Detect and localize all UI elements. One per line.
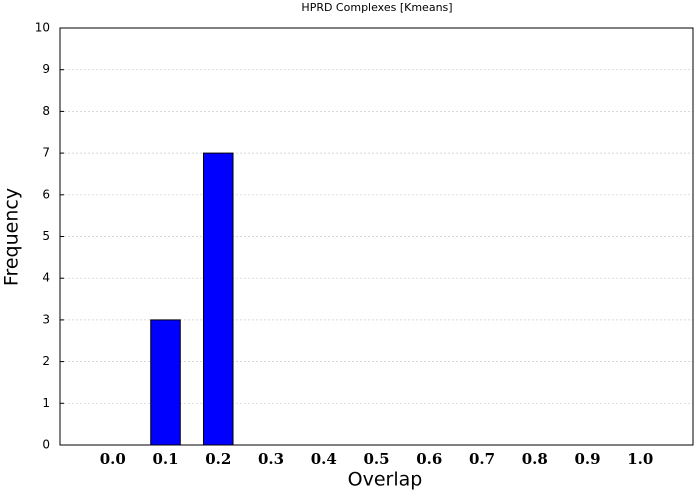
bar xyxy=(150,319,181,446)
y-tick-label: 3 xyxy=(42,312,50,326)
y-tick-label: 2 xyxy=(42,354,50,368)
y-tick-label: 5 xyxy=(42,229,50,243)
x-tick-label: 0.5 xyxy=(363,450,389,468)
x-tick-label: 0.1 xyxy=(152,450,178,468)
y-tick-label: 8 xyxy=(42,104,50,118)
x-tick-label: 0.7 xyxy=(469,450,495,468)
y-tick-label: 9 xyxy=(42,62,50,76)
bar xyxy=(202,152,234,446)
chart-title: HPRD Complexes [Kmeans] xyxy=(301,1,452,14)
y-axis-label: Frequency xyxy=(1,188,23,286)
y-tick-label: 7 xyxy=(42,146,50,160)
y-tick-label: 4 xyxy=(42,271,50,285)
y-tick-label: 6 xyxy=(42,187,50,201)
x-tick-label: 0.9 xyxy=(574,450,600,468)
x-tick-label: 0.6 xyxy=(416,450,442,468)
x-tick-label: 0.4 xyxy=(311,450,337,468)
x-tick-label: 0.2 xyxy=(205,450,231,468)
plot-frame xyxy=(59,27,694,446)
y-tick-label: 0 xyxy=(42,438,50,452)
y-tick-label: 1 xyxy=(42,396,50,410)
y-tick-label: 10 xyxy=(35,21,50,35)
x-tick-label: 0.0 xyxy=(100,450,126,468)
x-tick-label: 0.3 xyxy=(258,450,284,468)
x-tick-label: 1.0 xyxy=(627,450,653,468)
x-axis-label: Overlap xyxy=(348,469,423,491)
x-tick-label: 0.8 xyxy=(522,450,548,468)
